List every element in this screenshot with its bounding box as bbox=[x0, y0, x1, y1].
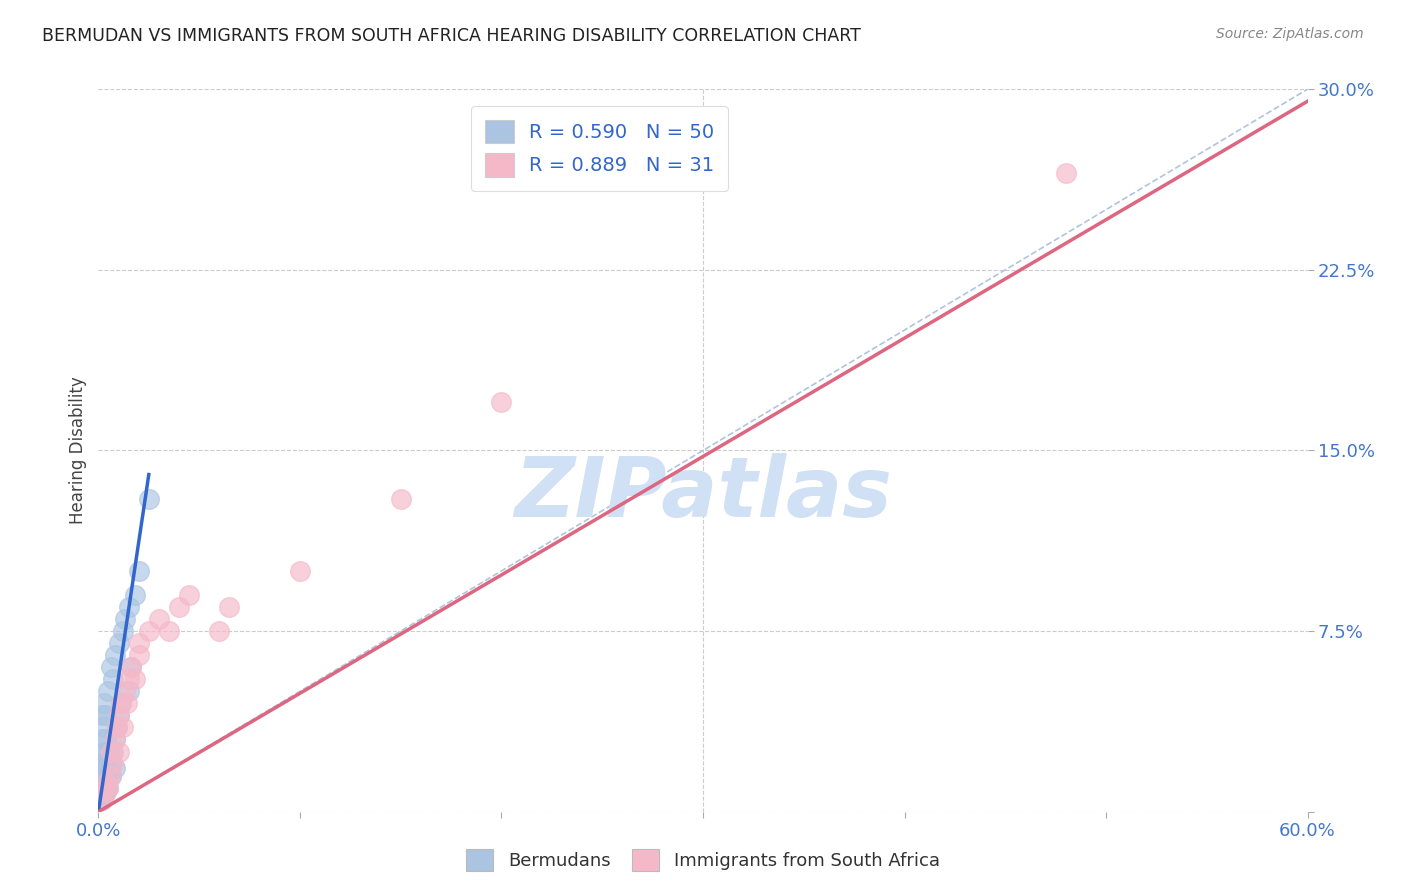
Point bbox=[111, 624, 134, 639]
Point bbox=[101, 744, 124, 758]
Point bbox=[93, 696, 115, 710]
Point bbox=[89, 793, 111, 807]
Point bbox=[114, 684, 136, 698]
Point bbox=[179, 588, 201, 602]
Point bbox=[103, 648, 125, 662]
Point bbox=[96, 756, 118, 771]
Point bbox=[111, 721, 134, 735]
Point bbox=[91, 708, 114, 723]
Point bbox=[107, 744, 129, 758]
Point bbox=[120, 660, 142, 674]
Point bbox=[107, 636, 129, 650]
Point bbox=[89, 780, 111, 795]
Point bbox=[148, 612, 170, 626]
Point bbox=[89, 785, 111, 799]
Legend: Bermudans, Immigrants from South Africa: Bermudans, Immigrants from South Africa bbox=[460, 842, 946, 879]
Point bbox=[218, 599, 240, 614]
Point bbox=[89, 776, 111, 790]
Point bbox=[491, 395, 513, 409]
Point bbox=[91, 780, 114, 795]
Point bbox=[103, 761, 125, 775]
Point bbox=[97, 684, 120, 698]
Point bbox=[103, 732, 125, 747]
Point bbox=[89, 756, 111, 771]
Point bbox=[105, 721, 128, 735]
Legend: R = 0.590   N = 50, R = 0.889   N = 31: R = 0.590 N = 50, R = 0.889 N = 31 bbox=[471, 106, 728, 191]
Point bbox=[91, 776, 114, 790]
Point bbox=[89, 769, 111, 783]
Point bbox=[128, 648, 150, 662]
Point bbox=[1054, 166, 1077, 180]
Point bbox=[97, 780, 120, 795]
Point bbox=[118, 684, 141, 698]
Point bbox=[93, 769, 115, 783]
Point bbox=[101, 673, 124, 687]
Point bbox=[91, 793, 114, 807]
Point bbox=[118, 599, 141, 614]
Point bbox=[138, 624, 160, 639]
Point bbox=[91, 785, 114, 799]
Point bbox=[96, 732, 118, 747]
Point bbox=[96, 780, 118, 795]
Point bbox=[118, 673, 141, 687]
Text: ZIPatlas: ZIPatlas bbox=[515, 453, 891, 534]
Point bbox=[93, 744, 115, 758]
Point bbox=[138, 491, 160, 506]
Point bbox=[288, 564, 311, 578]
Point bbox=[208, 624, 231, 639]
Point bbox=[100, 769, 122, 783]
Text: Source: ZipAtlas.com: Source: ZipAtlas.com bbox=[1216, 27, 1364, 41]
Point bbox=[100, 769, 122, 783]
Point bbox=[107, 708, 129, 723]
Point bbox=[124, 673, 146, 687]
Point bbox=[128, 636, 150, 650]
Point bbox=[100, 660, 122, 674]
Point bbox=[96, 776, 118, 790]
Point bbox=[128, 564, 150, 578]
Point bbox=[93, 721, 115, 735]
Point bbox=[93, 788, 115, 802]
Point bbox=[389, 491, 412, 506]
Point bbox=[100, 756, 122, 771]
Point bbox=[93, 780, 115, 795]
Point bbox=[115, 696, 138, 710]
Point bbox=[96, 776, 118, 790]
Point bbox=[97, 780, 120, 795]
Point bbox=[93, 785, 115, 799]
Point bbox=[91, 793, 114, 807]
Point bbox=[105, 721, 128, 735]
Point bbox=[97, 744, 120, 758]
Point bbox=[96, 708, 118, 723]
Point bbox=[110, 696, 132, 710]
Point bbox=[96, 785, 118, 799]
Point bbox=[91, 732, 114, 747]
Point bbox=[124, 588, 146, 602]
Point bbox=[103, 732, 125, 747]
Point bbox=[91, 761, 114, 775]
Point bbox=[100, 744, 122, 758]
Point bbox=[107, 708, 129, 723]
Point bbox=[101, 756, 124, 771]
Point bbox=[97, 769, 120, 783]
Point bbox=[167, 599, 190, 614]
Text: BERMUDAN VS IMMIGRANTS FROM SOUTH AFRICA HEARING DISABILITY CORRELATION CHART: BERMUDAN VS IMMIGRANTS FROM SOUTH AFRICA… bbox=[42, 27, 860, 45]
Point bbox=[157, 624, 180, 639]
Point bbox=[120, 660, 142, 674]
Point bbox=[91, 756, 114, 771]
Point bbox=[110, 696, 132, 710]
Y-axis label: Hearing Disability: Hearing Disability bbox=[69, 376, 87, 524]
Point bbox=[114, 612, 136, 626]
